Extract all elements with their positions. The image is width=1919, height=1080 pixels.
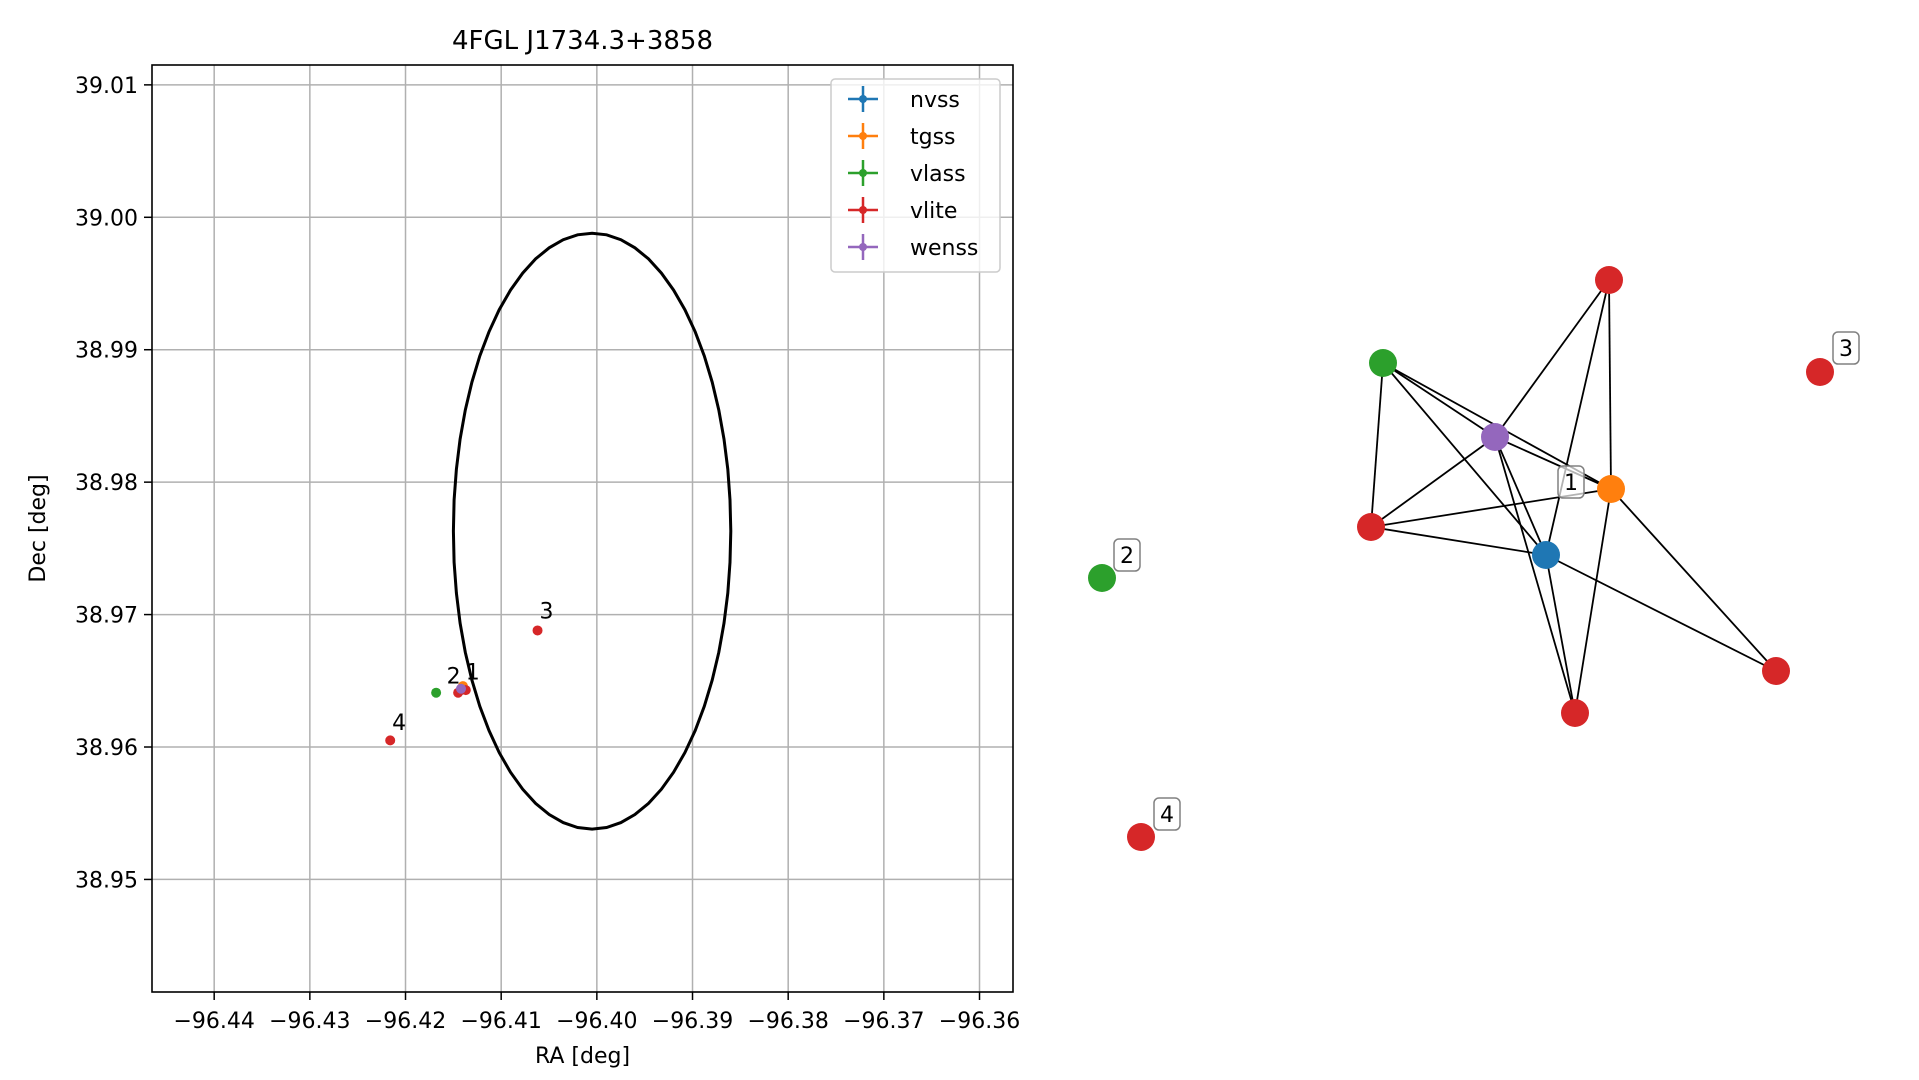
x-tick-label: −96.40 xyxy=(556,1009,637,1034)
legend-items: nvss tgss vlass vlite wenss xyxy=(848,86,978,261)
x-tick-label: −96.41 xyxy=(460,1009,541,1034)
label-text: 2 xyxy=(1120,544,1134,569)
x-axis-label: RA [deg] xyxy=(535,1044,630,1069)
x-tick-label: −96.39 xyxy=(652,1009,733,1034)
graph-edges xyxy=(1370,279,1777,714)
x-tick-label: −96.36 xyxy=(939,1009,1020,1034)
y-tick-label: 39.00 xyxy=(75,206,138,231)
point-annotation: 1 xyxy=(466,660,480,685)
label-box xyxy=(1557,465,1585,499)
graph-edge xyxy=(1574,488,1612,714)
graph-node-iso-2 xyxy=(1088,564,1116,592)
point-annotation: 4 xyxy=(392,711,406,736)
legend-marker-dot xyxy=(859,243,867,251)
graph-edge xyxy=(1494,279,1610,438)
graph-edge xyxy=(1608,279,1612,490)
graph-node-vlass xyxy=(1369,349,1397,377)
legend-label: wenss xyxy=(910,236,978,261)
x-axis-ticks: −96.44 −96.43 −96.42 −96.41 −96.40 −96.39 −96.… xyxy=(173,992,1020,1034)
x-tick-label: −96.42 xyxy=(365,1009,446,1034)
graph-edge xyxy=(1370,362,1384,528)
graph-node-tgss xyxy=(1597,475,1625,503)
graph-node-label: 4 xyxy=(1153,797,1181,831)
y-axis-label: Dec [deg] xyxy=(26,474,51,582)
legend-item-tgss: tgss xyxy=(848,123,956,150)
y-tick-label: 38.97 xyxy=(75,604,138,629)
y-tick-label: 39.01 xyxy=(75,74,138,99)
data-point-vlite xyxy=(532,625,543,636)
graph-node-vlite-top xyxy=(1595,266,1623,294)
graph-node-vlite-left xyxy=(1357,513,1385,541)
graph-node-labels: 1 2 3 4 xyxy=(1113,331,1860,831)
graph-node-label: 1 xyxy=(1557,465,1585,499)
grid xyxy=(152,65,1013,992)
graph-edge xyxy=(1545,279,1610,556)
y-tick-label: 38.98 xyxy=(75,471,138,496)
y-tick-label: 38.95 xyxy=(75,868,138,893)
data-point-vlite xyxy=(385,735,396,746)
plot-frame xyxy=(151,64,1014,993)
data-point-vlass xyxy=(431,687,442,698)
point-annotations: 12 3 4 xyxy=(392,600,553,736)
graph-node-label: 2 xyxy=(1113,538,1141,572)
label-box xyxy=(1832,331,1860,365)
legend-marker-dot xyxy=(859,206,867,214)
graph-edge xyxy=(1545,554,1777,672)
label-text: 1 xyxy=(1564,471,1578,496)
x-tick-label: −96.44 xyxy=(173,1009,254,1034)
chart-title: 4FGL J1734.3+3858 xyxy=(452,26,713,56)
y-axis-ticks: 38.95 38.96 38.97 38.98 38.99 39.00 39.01 xyxy=(75,74,152,893)
legend-item-vlass: vlass xyxy=(848,160,966,187)
graph-node-wenss xyxy=(1481,423,1509,451)
legend-label: tgss xyxy=(910,125,956,150)
label-text: 4 xyxy=(1160,803,1174,828)
legend-label: nvss xyxy=(910,88,960,113)
graph-node-iso-4 xyxy=(1127,823,1155,851)
label-text: 3 xyxy=(1839,337,1853,362)
x-tick-label: −96.38 xyxy=(747,1009,828,1034)
graph-edge xyxy=(1610,488,1777,672)
legend-item-nvss: nvss xyxy=(848,86,960,113)
point-annotation: 2 xyxy=(447,664,461,689)
legend-marker-dot xyxy=(859,132,867,140)
graph-edge xyxy=(1370,526,1547,556)
x-tick-label: −96.43 xyxy=(269,1009,350,1034)
graph-node-nvss xyxy=(1532,541,1560,569)
error-ellipse xyxy=(451,231,733,831)
graph-node-iso-3 xyxy=(1806,358,1834,386)
graph-edge xyxy=(1494,436,1547,556)
legend-item-wenss: wenss xyxy=(848,234,978,261)
scatter-plot: 12 3 4 −96.44 −96.43 −96.42 −96.41 −96.40 −96.3… xyxy=(26,26,1020,1069)
data-point-wenss xyxy=(456,683,467,694)
x-tick-label: −96.37 xyxy=(843,1009,924,1034)
graph-edge xyxy=(1370,436,1496,528)
network-graph: 1 2 3 4 xyxy=(1088,266,1860,851)
legend-box xyxy=(830,78,1001,273)
legend-marker-dot xyxy=(859,169,867,177)
data-points xyxy=(385,625,543,746)
legend-item-vlite: vlite xyxy=(848,197,957,224)
legend-label: vlite xyxy=(910,199,957,224)
point-annotation: 3 xyxy=(539,600,553,625)
y-tick-label: 38.99 xyxy=(75,339,138,364)
graph-nodes xyxy=(1088,266,1834,851)
graph-edge xyxy=(1545,554,1576,714)
label-box xyxy=(1153,797,1181,831)
legend: nvss tgss vlass vlite wenss xyxy=(830,78,1001,273)
graph-node-vlite-bottom xyxy=(1561,699,1589,727)
legend-marker-dot xyxy=(859,95,867,103)
graph-edge xyxy=(1494,436,1612,490)
graph-edge xyxy=(1494,436,1576,714)
graph-node-label: 3 xyxy=(1832,331,1860,365)
y-tick-label: 38.96 xyxy=(75,736,138,761)
label-box xyxy=(1113,538,1141,572)
error-ellipse-layer xyxy=(451,231,733,831)
legend-label: vlass xyxy=(910,162,966,187)
graph-node-vlite-right xyxy=(1762,657,1790,685)
graph-edge xyxy=(1382,362,1496,438)
